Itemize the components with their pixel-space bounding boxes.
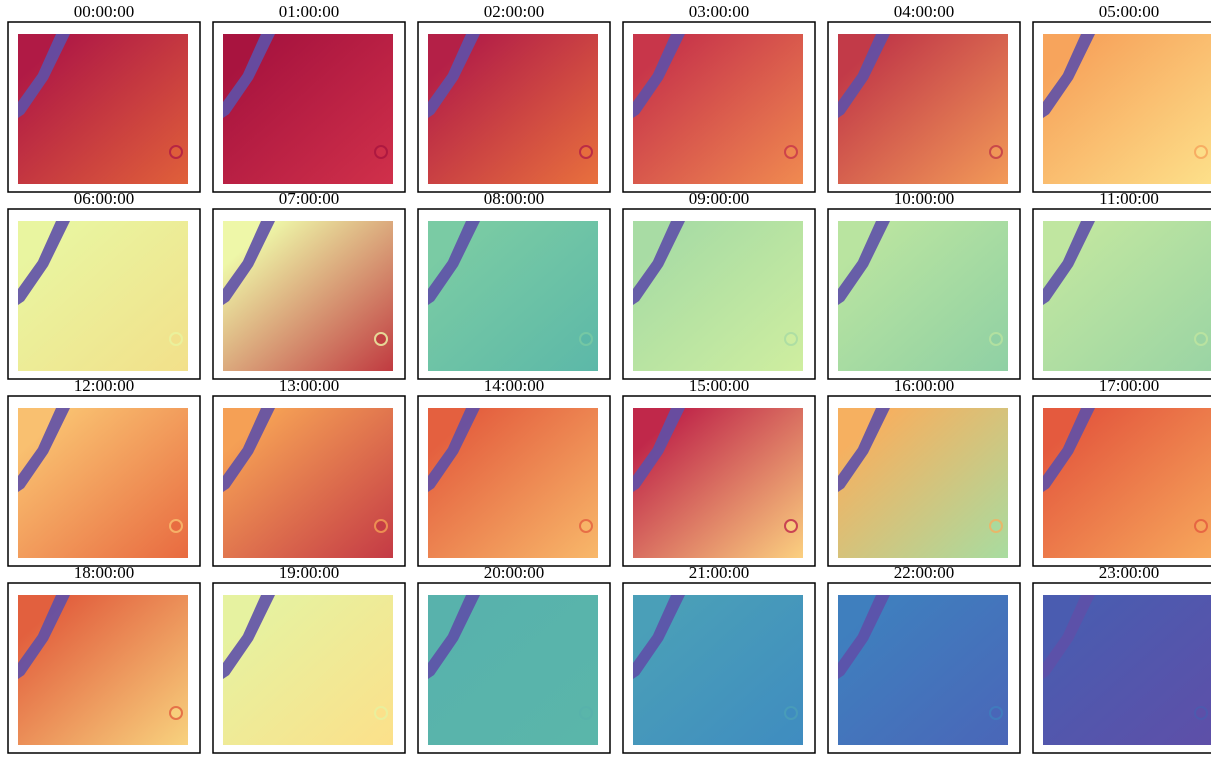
- heatmap-image: [838, 595, 1008, 745]
- panel-title: 07:00:00: [279, 189, 339, 208]
- hotspot: [170, 333, 182, 345]
- hotspot: [1195, 146, 1207, 158]
- panel-title: 08:00:00: [484, 189, 544, 208]
- heatmap-image: [18, 221, 188, 371]
- panel-title: 09:00:00: [689, 189, 749, 208]
- hotspot: [375, 520, 387, 532]
- hotspot: [580, 707, 592, 719]
- hotspot: [1195, 707, 1207, 719]
- heatmap-image: [1043, 408, 1211, 558]
- hotspot: [170, 707, 182, 719]
- heatmap-image: [633, 34, 803, 184]
- heatmap-image: [428, 408, 598, 558]
- hotspot: [785, 146, 797, 158]
- heatmap-image: [223, 221, 393, 371]
- heatmap-image: [18, 595, 188, 745]
- hotspot: [785, 333, 797, 345]
- hotspot: [785, 707, 797, 719]
- hotspot: [990, 520, 1002, 532]
- heatmap-image: [428, 221, 598, 371]
- panel-title: 02:00:00: [484, 2, 544, 21]
- panel-title: 10:00:00: [894, 189, 954, 208]
- heatmap-image: [1043, 34, 1211, 184]
- panel-title: 21:00:00: [689, 563, 749, 582]
- heatmap-image: [633, 595, 803, 745]
- hotspot: [375, 333, 387, 345]
- heatmap-image: [18, 34, 188, 184]
- hotspot: [785, 520, 797, 532]
- hotspot: [990, 146, 1002, 158]
- heatmap-image: [633, 408, 803, 558]
- heatmap-image: [428, 595, 598, 745]
- hotspot: [375, 707, 387, 719]
- panel-title: 23:00:00: [1099, 563, 1159, 582]
- heatmap-image: [1043, 221, 1211, 371]
- hotspot: [170, 146, 182, 158]
- heatmap-image: [223, 34, 393, 184]
- heatmap-image: [838, 34, 1008, 184]
- panel-title: 14:00:00: [484, 376, 544, 395]
- panel-title: 01:00:00: [279, 2, 339, 21]
- heatmap-image: [633, 221, 803, 371]
- panel-title: 12:00:00: [74, 376, 134, 395]
- hotspot: [580, 146, 592, 158]
- hotspot: [1195, 333, 1207, 345]
- panel-title: 15:00:00: [689, 376, 749, 395]
- hotspot: [375, 146, 387, 158]
- panel-title: 00:00:00: [74, 2, 134, 21]
- heatmap-image: [223, 408, 393, 558]
- panel-title: 16:00:00: [894, 376, 954, 395]
- hotspot: [580, 520, 592, 532]
- heatmap-image: [838, 221, 1008, 371]
- panel-title: 06:00:00: [74, 189, 134, 208]
- panel-title: 17:00:00: [1099, 376, 1159, 395]
- panel-title: 04:00:00: [894, 2, 954, 21]
- figure: 00:00:00 01:00:00 02:00:00 03:00:00 04:00:00…: [0, 0, 1211, 759]
- hotspot: [580, 333, 592, 345]
- heatmap-image: [428, 34, 598, 184]
- heatmap-image: [18, 408, 188, 558]
- panel-title: 20:00:00: [484, 563, 544, 582]
- panel-title: 13:00:00: [279, 376, 339, 395]
- panel-title: 11:00:00: [1099, 189, 1159, 208]
- panel-title: 19:00:00: [279, 563, 339, 582]
- hotspot: [1195, 520, 1207, 532]
- heatmap-image: [838, 408, 1008, 558]
- panel-title: 18:00:00: [74, 563, 134, 582]
- panel-title: 03:00:00: [689, 2, 749, 21]
- panel-title: 22:00:00: [894, 563, 954, 582]
- hotspot: [990, 333, 1002, 345]
- hotspot: [170, 520, 182, 532]
- panel-title: 05:00:00: [1099, 2, 1159, 21]
- hotspot: [990, 707, 1002, 719]
- heatmap-image: [1043, 595, 1211, 745]
- heatmap-image: [223, 595, 393, 745]
